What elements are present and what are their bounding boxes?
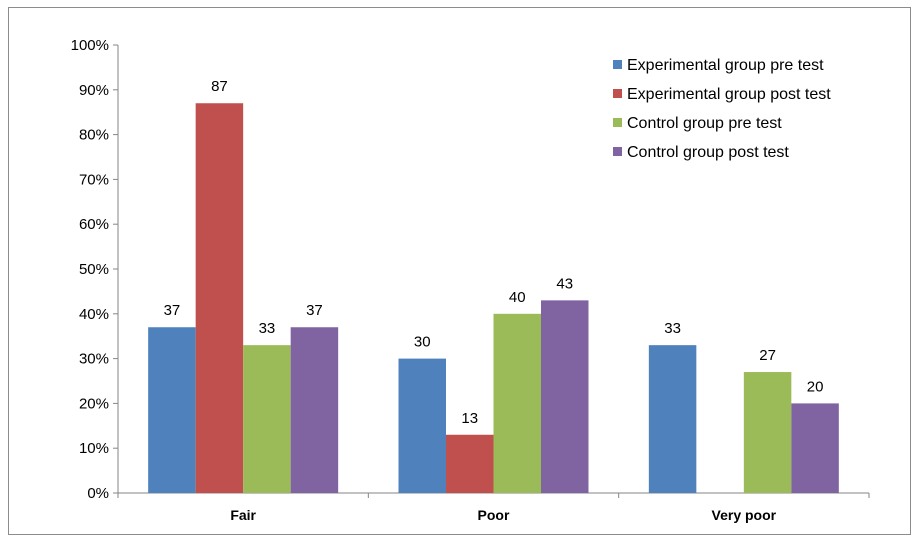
bar <box>290 327 339 493</box>
bar <box>791 403 839 493</box>
bar <box>243 345 291 493</box>
y-tick-label: 0% <box>87 485 109 502</box>
bar <box>743 372 792 493</box>
y-tick-label: 70% <box>79 171 109 188</box>
y-tick-label: 50% <box>79 261 109 278</box>
data-label: 33 <box>259 320 276 337</box>
data-labels: 37 30 33 87 13 33 40 27 37 43 20 <box>164 78 824 427</box>
legend-label: Experimental group post test <box>627 86 831 103</box>
bars <box>148 103 839 494</box>
legend-swatch <box>613 118 622 127</box>
y-tick-label: 20% <box>79 395 109 412</box>
bar <box>446 434 494 493</box>
bar <box>541 300 589 493</box>
data-label: 87 <box>211 78 228 95</box>
bar <box>493 313 541 493</box>
y-tick-label: 40% <box>79 306 109 323</box>
legend-swatch <box>613 89 622 98</box>
legend-label: Experimental group pre test <box>627 57 824 74</box>
bar <box>148 327 196 493</box>
data-label: 37 <box>306 302 323 319</box>
data-label: 20 <box>807 378 824 395</box>
legend-label: Control group pre test <box>627 115 782 132</box>
y-tick-label: 60% <box>79 216 109 233</box>
y-tick-label: 90% <box>79 82 109 99</box>
data-label: 40 <box>509 289 526 306</box>
y-tick-label: 30% <box>79 351 109 368</box>
y-axis: 0% 10% 20% 30% 40% 50% 60% 70% 80% 90% 100% <box>71 37 119 502</box>
data-label: 27 <box>759 347 776 364</box>
data-label: 33 <box>664 320 681 337</box>
x-category-label: Very poor <box>712 507 777 523</box>
chart-frame: 0% 10% 20% 30% 40% 50% 60% 70% 80% 90% 100% Fair Po… <box>8 7 911 535</box>
bar-chart: 0% 10% 20% 30% 40% 50% 60% 70% 80% 90% 100% Fair Po… <box>71 37 870 523</box>
y-tick-label: 100% <box>71 37 109 54</box>
y-tick-label: 80% <box>79 127 109 144</box>
bar <box>398 358 446 493</box>
legend-swatch <box>613 147 622 156</box>
bar <box>195 103 244 494</box>
legend-label: Control group post test <box>627 144 789 161</box>
x-category-label: Fair <box>230 507 256 523</box>
data-label: 43 <box>556 275 573 292</box>
legend: Experimental group pre test Experimental … <box>613 57 831 161</box>
data-label: 13 <box>461 410 478 427</box>
legend-swatch <box>613 60 622 69</box>
x-category-label: Poor <box>478 507 510 523</box>
y-tick-label: 10% <box>79 440 109 457</box>
x-axis: Fair Poor Very poor <box>117 492 870 523</box>
data-label: 37 <box>164 302 181 319</box>
bar <box>648 345 697 493</box>
data-label: 30 <box>414 334 431 351</box>
